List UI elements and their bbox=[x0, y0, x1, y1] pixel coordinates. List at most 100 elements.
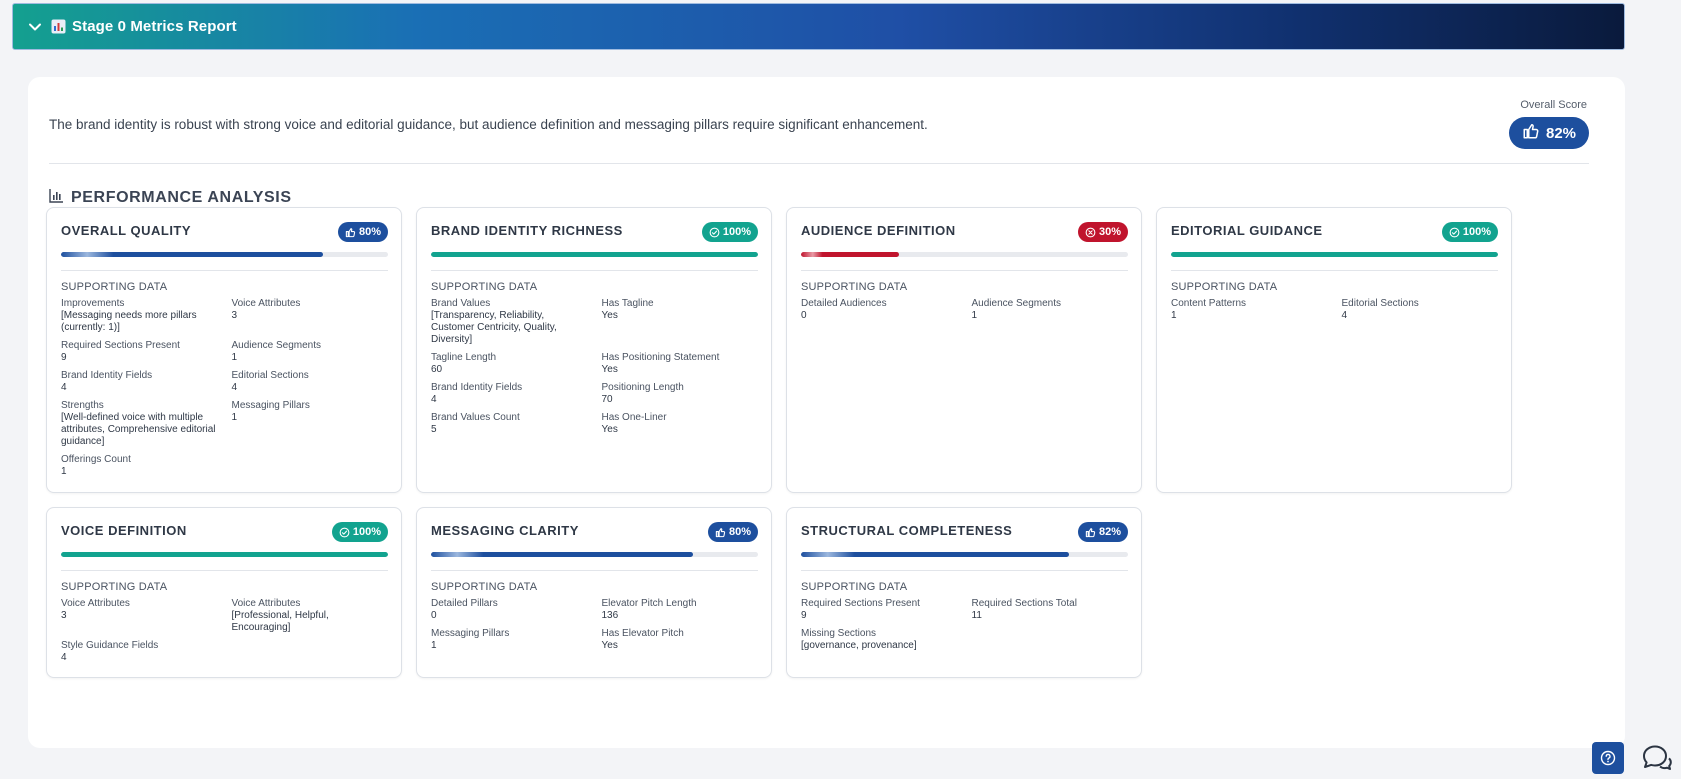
divider bbox=[431, 270, 758, 271]
supporting-data-grid: Content Patterns 1 Editorial Sections 4 bbox=[1171, 298, 1498, 322]
thumbs-up-icon bbox=[1522, 122, 1540, 144]
data-item: Brand Values [Transparency, Reliability, … bbox=[431, 298, 588, 346]
data-item-value: 3 bbox=[61, 610, 67, 621]
progress-bar bbox=[431, 552, 758, 557]
data-item: Messaging Pillars 1 bbox=[232, 400, 389, 448]
score-badge: 100% bbox=[331, 522, 388, 542]
metric-card-editorial-guidance: EDITORIAL GUIDANCE 100% SUPPORTING DATA Con… bbox=[1156, 207, 1512, 493]
divider bbox=[801, 570, 1128, 571]
data-item-value: 1 bbox=[1171, 310, 1177, 321]
metric-card-messaging-clarity: MESSAGING CLARITY 80% SUPPORTING DATA Detai… bbox=[416, 507, 772, 678]
data-item: Voice Attributes 3 bbox=[61, 598, 218, 634]
data-item-value: 1 bbox=[61, 466, 67, 477]
data-item-label: Messaging Pillars bbox=[431, 628, 510, 639]
score-value: 100% bbox=[1462, 226, 1491, 238]
thumbs-up-icon bbox=[345, 227, 356, 238]
supporting-data-grid: Brand Values [Transparency, Reliability, … bbox=[431, 298, 758, 436]
data-item: Tagline Length 60 bbox=[431, 352, 588, 376]
progress-fill bbox=[431, 252, 758, 257]
data-item-value: [Well-defined voice with multiple attrib… bbox=[61, 412, 216, 447]
data-item-value: 4 bbox=[61, 652, 67, 663]
data-item-label: Messaging Pillars bbox=[231, 400, 310, 411]
data-item-value: 9 bbox=[801, 610, 807, 621]
data-item-value: [Transparency, Reliability, Customer Cen… bbox=[431, 310, 557, 345]
card-title: EDITORIAL GUIDANCE bbox=[1171, 223, 1323, 238]
data-item-value: 70 bbox=[601, 394, 613, 405]
overall-score-value: 82% bbox=[1545, 124, 1577, 142]
data-item-value: 0 bbox=[431, 610, 437, 621]
data-item: Voice Attributes [Professional, Helpful, … bbox=[232, 598, 389, 634]
data-item-value: [governance, provenance] bbox=[801, 640, 917, 651]
data-item-value: 4 bbox=[61, 382, 67, 393]
metric-card-voice-definition: VOICE DEFINITION 100% SUPPORTING DATA Voice… bbox=[46, 507, 402, 678]
data-item-label: Brand Identity Fields bbox=[431, 382, 523, 393]
data-item-label: Required Sections Total bbox=[971, 598, 1077, 609]
data-item-value: Yes bbox=[601, 640, 618, 651]
data-item: Detailed Pillars 0 bbox=[431, 598, 588, 622]
data-item: Brand Values Count 5 bbox=[431, 412, 588, 436]
divider bbox=[61, 270, 388, 271]
data-item: Has Positioning Statement Yes bbox=[602, 352, 759, 376]
metric-card-overall-quality: OVERALL QUALITY 80% SUPPORTING DATA Improve… bbox=[46, 207, 402, 493]
data-item-label: Missing Sections bbox=[801, 628, 877, 639]
data-item-value: [Professional, Helpful, Encouraging] bbox=[231, 610, 329, 633]
help-button[interactable] bbox=[1592, 742, 1624, 774]
chat-icon[interactable] bbox=[1640, 742, 1672, 774]
data-item-label: Has Positioning Statement bbox=[601, 352, 720, 363]
progress-fill bbox=[801, 552, 1070, 557]
data-item-value: 3 bbox=[231, 310, 238, 321]
data-item: Required Sections Present 9 bbox=[61, 340, 218, 364]
card-title: BRAND IDENTITY RICHNESS bbox=[431, 223, 623, 238]
progress-bar bbox=[61, 252, 388, 257]
data-item-label: Voice Attributes bbox=[231, 598, 301, 609]
x-circle-icon bbox=[1085, 227, 1096, 238]
metric-card-structural-completeness: STRUCTURAL COMPLETENESS 82% SUPPORTING DAT… bbox=[786, 507, 1142, 678]
score-badge: 80% bbox=[337, 222, 388, 242]
overall-score-label: Overall Score bbox=[1520, 99, 1587, 111]
thumbs-up-icon bbox=[1085, 527, 1096, 538]
card-title: STRUCTURAL COMPLETENESS bbox=[801, 523, 1013, 538]
data-item-label: Audience Segments bbox=[231, 340, 322, 351]
data-item: Editorial Sections 4 bbox=[1342, 298, 1499, 322]
data-item: Strengths [Well-defined voice with multip… bbox=[61, 400, 218, 448]
data-item-label: Tagline Length bbox=[431, 352, 497, 363]
data-item: Detailed Audiences 0 bbox=[801, 298, 958, 322]
data-item-label: Required Sections Present bbox=[61, 340, 180, 351]
supporting-data-grid: Required Sections Present 9 Required Secti… bbox=[801, 598, 1128, 652]
data-item: Elevator Pitch Length 136 bbox=[602, 598, 759, 622]
supporting-data-label: SUPPORTING DATA bbox=[431, 581, 538, 593]
score-value: 100% bbox=[722, 226, 751, 238]
data-item: Has One-Liner Yes bbox=[602, 412, 759, 436]
data-item: Has Elevator Pitch Yes bbox=[602, 628, 759, 652]
data-item-label: Style Guidance Fields bbox=[61, 640, 159, 651]
progress-fill bbox=[801, 252, 900, 257]
metrics-panel: The brand identity is robust with strong… bbox=[28, 77, 1625, 748]
progress-fill bbox=[1171, 252, 1498, 257]
progress-bar bbox=[61, 552, 388, 557]
score-badge: 30% bbox=[1077, 222, 1128, 242]
summary-text: The brand identity is robust with strong… bbox=[49, 117, 928, 132]
chart-icon bbox=[49, 188, 64, 208]
chevron-down-icon bbox=[27, 19, 43, 35]
data-item-value: 0 bbox=[801, 310, 807, 321]
data-item-value: 9 bbox=[61, 352, 67, 363]
data-item: Audience Segments 1 bbox=[972, 298, 1129, 322]
score-badge: 82% bbox=[1077, 522, 1128, 542]
data-item: Improvements [Messaging needs more pillar… bbox=[61, 298, 218, 334]
bar-chart-icon bbox=[51, 19, 66, 34]
data-item-value: 5 bbox=[431, 424, 437, 435]
score-value: 80% bbox=[358, 226, 381, 238]
progress-fill bbox=[61, 252, 323, 257]
divider bbox=[49, 163, 1589, 164]
data-item-label: Has Elevator Pitch bbox=[601, 628, 684, 639]
data-item-label: Content Patterns bbox=[1171, 298, 1247, 309]
score-value: 82% bbox=[1098, 526, 1121, 538]
data-item-label: Detailed Pillars bbox=[431, 598, 498, 609]
data-item-label: Offerings Count bbox=[61, 454, 131, 465]
score-value: 80% bbox=[728, 526, 751, 538]
data-item-label: Has Tagline bbox=[601, 298, 654, 309]
score-value: 30% bbox=[1098, 226, 1121, 238]
data-item-label: Brand Values bbox=[431, 298, 491, 309]
report-header-toggle[interactable]: Stage 0 Metrics Report bbox=[12, 3, 1625, 50]
divider bbox=[1171, 270, 1498, 271]
